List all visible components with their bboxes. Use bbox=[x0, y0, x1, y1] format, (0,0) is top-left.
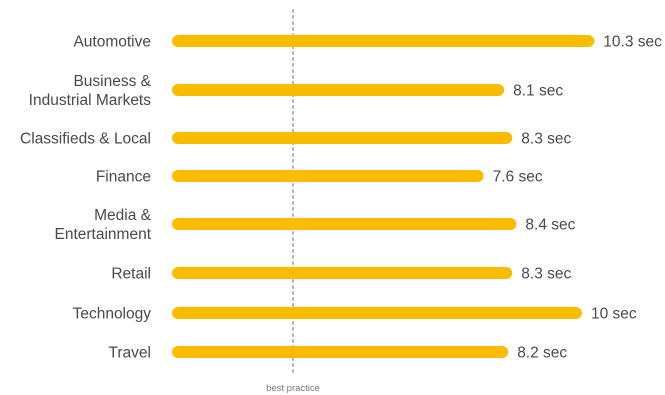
category-label: Classifieds & Local bbox=[20, 131, 151, 148]
category-label: Finance bbox=[96, 169, 151, 186]
best-practice-label: best practice bbox=[266, 383, 320, 394]
category-label: Media & bbox=[94, 207, 152, 224]
category-label: Technology bbox=[73, 306, 152, 323]
bar bbox=[172, 170, 484, 182]
bars-group bbox=[172, 35, 595, 358]
bar bbox=[172, 307, 582, 319]
value-label: 8.2 sec bbox=[517, 345, 567, 362]
category-label: Travel bbox=[109, 345, 152, 362]
value-label: 8.4 sec bbox=[525, 217, 575, 234]
value-label: 7.6 sec bbox=[493, 169, 543, 186]
category-label: Business & bbox=[73, 73, 151, 90]
category-label: Automotive bbox=[73, 34, 151, 51]
category-label: Retail bbox=[111, 266, 151, 283]
value-label: 8.3 sec bbox=[521, 266, 571, 283]
bar bbox=[172, 35, 595, 47]
reference-line-group: best practice bbox=[266, 9, 320, 394]
bar bbox=[172, 346, 509, 358]
labels-group: 10.3 sec Automotive 8.1 sec Business & Indus… bbox=[20, 34, 662, 362]
bar bbox=[172, 84, 505, 96]
bar bbox=[172, 267, 513, 279]
bar bbox=[172, 132, 513, 144]
category-label: Entertainment bbox=[55, 226, 152, 243]
value-label: 8.1 sec bbox=[513, 83, 563, 100]
value-label: 10 sec bbox=[591, 306, 637, 323]
bar bbox=[172, 218, 517, 230]
value-label: 8.3 sec bbox=[521, 131, 571, 148]
value-label: 10.3 sec bbox=[603, 34, 662, 51]
category-label: Industrial Markets bbox=[29, 92, 152, 109]
